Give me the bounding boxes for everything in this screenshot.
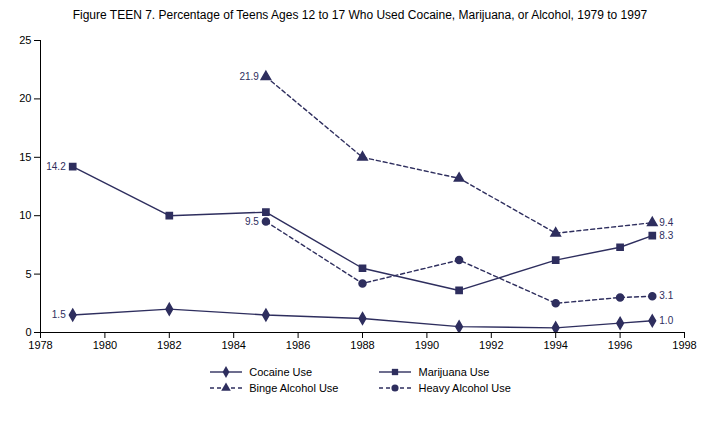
svg-text:8.3: 8.3 (659, 230, 673, 241)
svg-text:1982: 1982 (157, 339, 181, 351)
svg-text:1990: 1990 (415, 339, 439, 351)
svg-text:9.4: 9.4 (659, 217, 673, 228)
svg-text:1994: 1994 (543, 339, 567, 351)
svg-text:1984: 1984 (221, 339, 245, 351)
svg-text:3.1: 3.1 (659, 290, 673, 301)
svg-text:25: 25 (19, 34, 31, 46)
svg-text:10: 10 (19, 209, 31, 221)
svg-text:9.5: 9.5 (245, 216, 259, 227)
svg-text:1.0: 1.0 (659, 315, 673, 326)
svg-text:21.9: 21.9 (239, 71, 259, 82)
html-text:Figure TEEN 7. Percentage of T: Figure TEEN 7. Percentage of Teens Ages … (72, 8, 648, 22)
svg-text:15: 15 (19, 151, 31, 163)
html-text:Marijuana Use: Marijuana Use (418, 366, 490, 378)
svg-text:20: 20 (19, 92, 31, 104)
svg-text:14.2: 14.2 (46, 161, 66, 172)
svg-text:1992: 1992 (479, 339, 503, 351)
svg-text:0: 0 (25, 326, 31, 338)
html-text:Cocaine Use: Cocaine Use (249, 366, 313, 378)
svg-text:1996: 1996 (608, 339, 632, 351)
svg-text:1.5: 1.5 (52, 309, 66, 320)
svg-text:1980: 1980 (93, 339, 117, 351)
svg-text:1988: 1988 (350, 339, 374, 351)
html-text:Binge Alcohol Use: Binge Alcohol Use (249, 382, 339, 394)
svg-text:1986: 1986 (286, 339, 310, 351)
svg-text:5: 5 (25, 268, 31, 280)
svg-text:1978: 1978 (28, 339, 52, 351)
html-text:Heavy Alcohol Use: Heavy Alcohol Use (418, 382, 511, 394)
svg-text:1998: 1998 (672, 339, 696, 351)
